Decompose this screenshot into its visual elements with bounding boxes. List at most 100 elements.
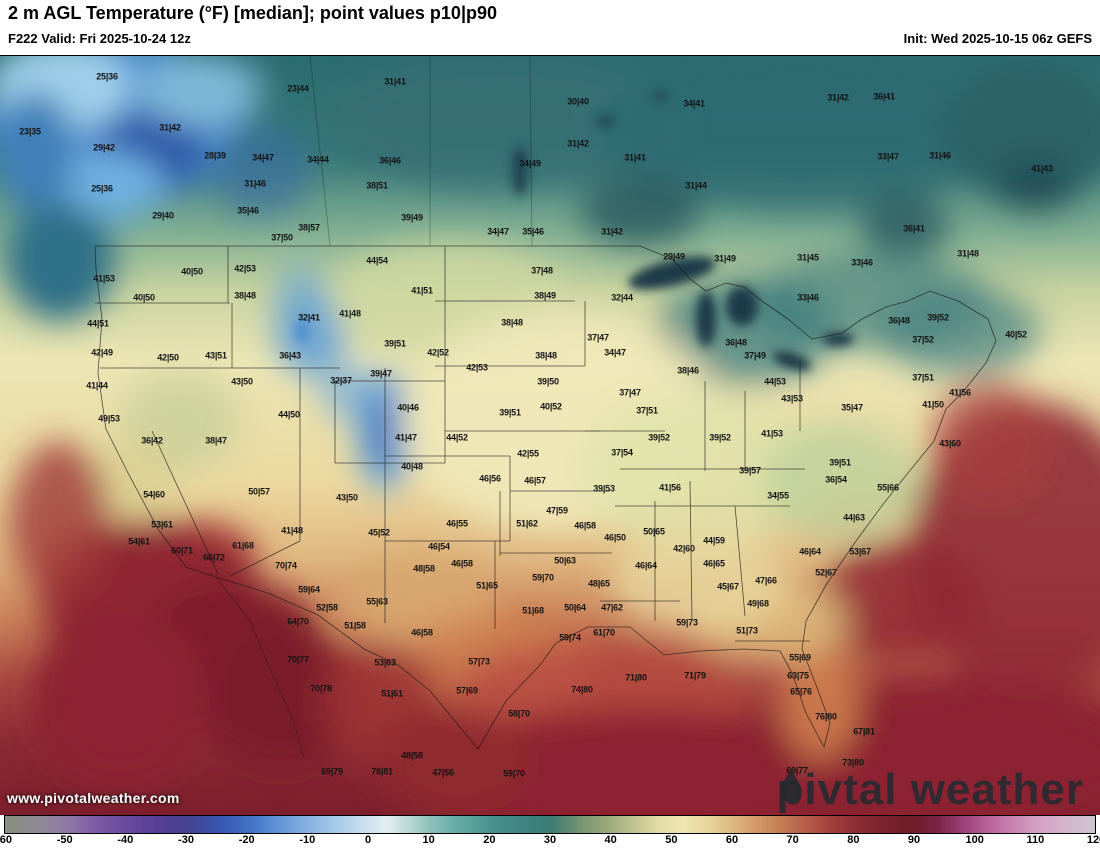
point-value: 41|53 <box>93 273 115 284</box>
point-value: 53|67 <box>849 546 871 557</box>
lakes-layer <box>295 91 854 371</box>
point-value: 37|50 <box>271 232 293 243</box>
point-value: 38|46 <box>677 365 699 376</box>
point-value: 28|39 <box>204 150 226 161</box>
point-value: 38|48 <box>234 290 256 301</box>
point-value: 57|73 <box>468 656 490 667</box>
point-value: 38|49 <box>534 290 556 301</box>
point-value: 31|41 <box>384 76 406 87</box>
point-value: 40|52 <box>540 401 562 412</box>
point-value: 64|70 <box>287 616 309 627</box>
point-value: 46|56 <box>479 473 501 484</box>
point-value: 37|47 <box>619 387 641 398</box>
point-value: 37|48 <box>531 265 553 276</box>
point-value: 42|52 <box>427 347 449 358</box>
point-value: 33|46 <box>797 292 819 303</box>
point-value: 41|51 <box>411 285 433 296</box>
point-value: 46|58 <box>451 558 473 569</box>
init-time: Init: Wed 2025-10-15 06z GEFS <box>903 31 1092 46</box>
point-value: 40|48 <box>401 461 423 472</box>
point-value: 59|73 <box>676 617 698 628</box>
point-value: 49|53 <box>98 413 120 424</box>
point-value: 65|76 <box>790 686 812 697</box>
colorbar-gradient <box>4 815 1096 834</box>
point-value: 51|65 <box>476 580 498 591</box>
point-value: 34|41 <box>683 98 705 109</box>
point-value: 59|64 <box>298 584 320 595</box>
point-value: 51|61 <box>381 688 403 699</box>
point-value: 31|44 <box>685 180 707 191</box>
point-value: 50|64 <box>564 602 586 613</box>
colorbar-tick-label: 110 <box>1026 834 1045 846</box>
colorbar-tick-label: 80 <box>847 834 860 846</box>
colorbar-tick-label: -10 <box>299 834 316 846</box>
point-value: 41|47 <box>395 432 417 443</box>
point-value: 41|56 <box>949 387 971 398</box>
point-value: 59|70 <box>503 768 525 779</box>
colorbar-tick-label: -20 <box>238 834 255 846</box>
point-value: 47|59 <box>546 505 568 516</box>
point-value: 71|80 <box>625 672 647 683</box>
colorbar-tick-label: 50 <box>665 834 678 846</box>
point-value: 42|53 <box>466 362 488 373</box>
point-value: 57|69 <box>456 685 478 696</box>
point-value: 47|66 <box>755 575 777 586</box>
point-value: 42|60 <box>673 543 695 554</box>
colorbar-tick-label: 40 <box>604 834 617 846</box>
point-value: 34|47 <box>604 347 626 358</box>
point-value: 37|51 <box>636 405 658 416</box>
point-value: 41|43 <box>1031 163 1053 174</box>
colorbar-tick-label: 120 <box>1086 834 1100 846</box>
brand-text-right: tal weather <box>843 765 1084 814</box>
point-value: 55|66 <box>877 482 899 493</box>
point-value: 43|50 <box>336 492 358 503</box>
point-value: 58|70 <box>508 708 530 719</box>
point-value: 70|77 <box>287 654 309 665</box>
point-value: 69|77 <box>786 765 808 776</box>
point-value: 46|64 <box>635 560 657 571</box>
map-title: 2 m AGL Temperature (°F) [median]; point… <box>8 3 497 23</box>
colorbar-tick-label: -40 <box>117 834 134 846</box>
point-value: 74|80 <box>571 684 593 695</box>
droplet-icon <box>780 769 801 801</box>
point-value: 38|51 <box>366 180 388 191</box>
point-value: 31|42 <box>827 92 849 103</box>
point-value: 50|65 <box>643 526 665 537</box>
point-value: 30|40 <box>567 96 589 107</box>
point-value: 44|63 <box>843 512 865 523</box>
point-value: 48|58 <box>413 563 435 574</box>
point-value: 48|58 <box>401 750 423 761</box>
point-value: 34|47 <box>252 152 274 163</box>
point-value: 44|52 <box>446 432 468 443</box>
point-value: 66|72 <box>203 552 225 563</box>
point-value: 55|69 <box>789 652 811 663</box>
point-value: 38|57 <box>298 222 320 233</box>
point-value: 43|50 <box>231 376 253 387</box>
point-value: 35|47 <box>841 402 863 413</box>
point-value: 55|63 <box>366 596 388 607</box>
point-value: 32|37 <box>330 375 352 386</box>
point-value: 34|55 <box>767 490 789 501</box>
point-value: 44|50 <box>278 409 300 420</box>
point-value: 37|47 <box>587 332 609 343</box>
point-value: 44|53 <box>764 376 786 387</box>
borders-layer <box>94 56 997 758</box>
point-value: 71|79 <box>684 670 706 681</box>
point-value: 36|41 <box>873 91 895 102</box>
point-value: 61|70 <box>593 627 615 638</box>
point-value: 25|36 <box>91 183 113 194</box>
point-value: 23|44 <box>287 83 309 94</box>
point-value: 46|57 <box>524 475 546 486</box>
colorbar-tick-label: 20 <box>483 834 496 846</box>
point-value: 41|48 <box>339 308 361 319</box>
point-value: 29|40 <box>152 210 174 221</box>
colorbar-tick-label: 90 <box>907 834 921 846</box>
point-value: 54|61 <box>128 536 150 547</box>
point-value: 33|47 <box>877 151 899 162</box>
colorbar-tick-label: -50 <box>56 834 73 846</box>
point-value: 46|54 <box>428 541 450 552</box>
point-value: 29|42 <box>93 142 115 153</box>
point-value: 47|62 <box>601 602 623 613</box>
point-value: 53|63 <box>374 657 396 668</box>
point-value: 40|46 <box>397 402 419 413</box>
